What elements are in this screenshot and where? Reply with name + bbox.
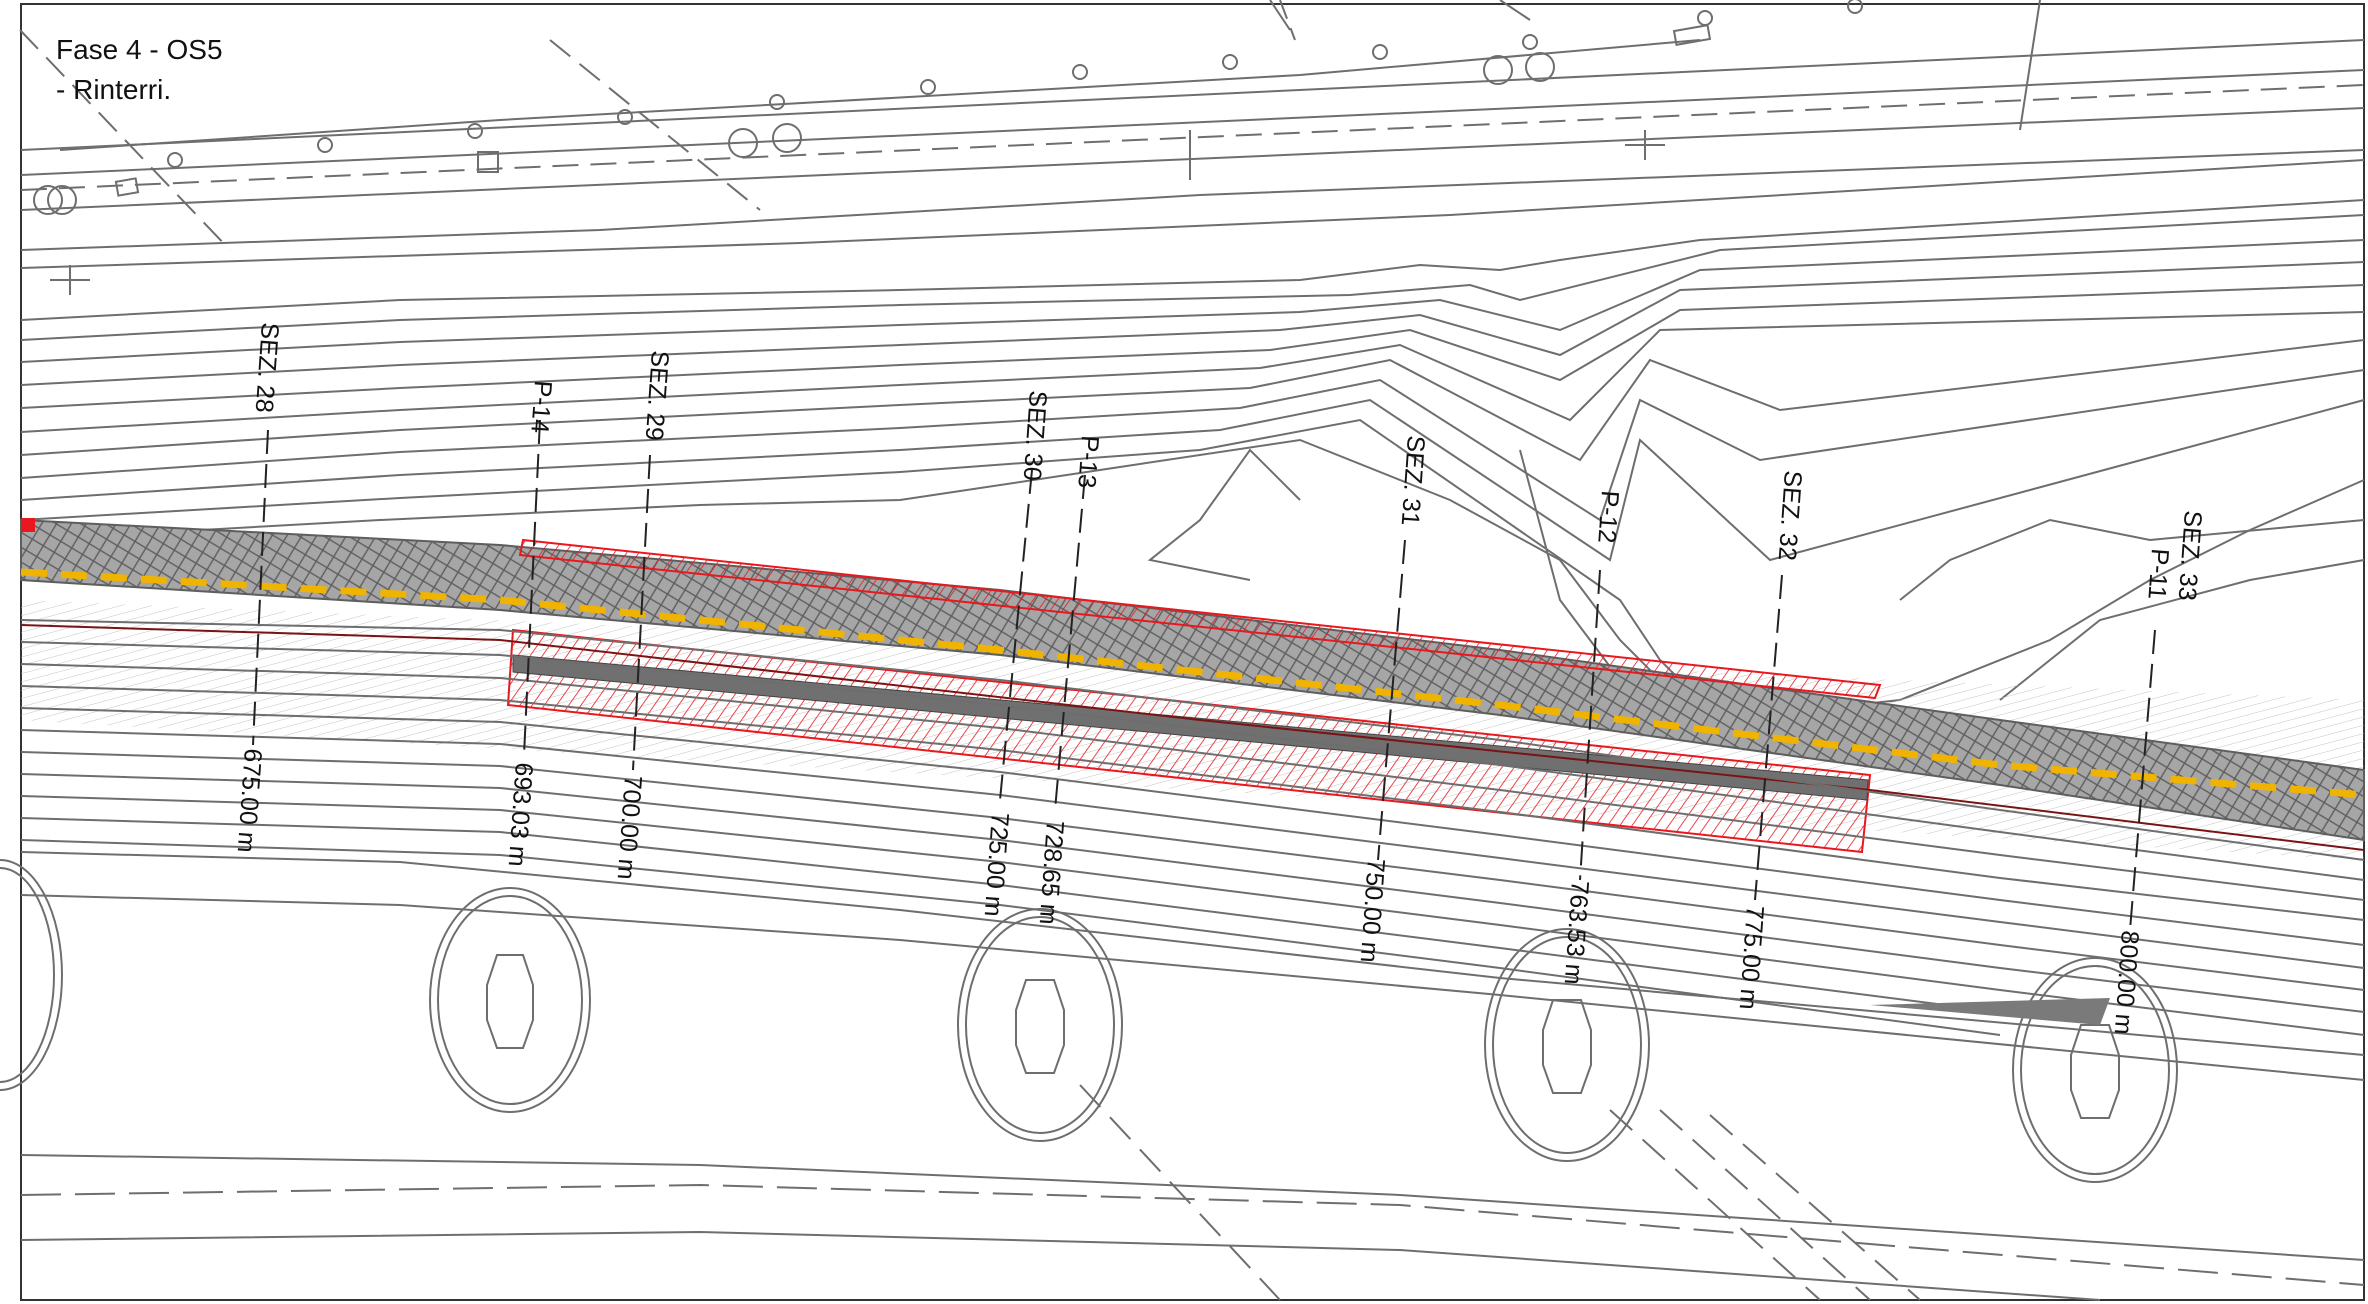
chainage-700-label: 700.00 m <box>612 775 647 881</box>
sez-29-label: SEZ. 29 <box>640 350 674 442</box>
chainage-775-label: 775.00 m <box>1734 905 1769 1011</box>
section-line-728 <box>1054 474 1086 811</box>
section-line-693 <box>523 419 541 756</box>
pier-1 <box>429 887 591 1113</box>
chainage-675-label: 675.00 m <box>232 748 267 854</box>
corridor-start-marker <box>21 518 35 532</box>
phase-title: Fase 4 - OS5 <box>56 34 223 65</box>
sez-31-label: SEZ. 31 <box>1396 435 1430 527</box>
chainage-800-label: 800.00 m <box>2109 930 2144 1036</box>
contour-lines-upper <box>20 199 2365 722</box>
chainage-763-label: 763.53 m <box>1559 880 1594 986</box>
section-line-700 <box>632 454 651 771</box>
p-11-label: P-11 <box>2142 548 2173 601</box>
section-labels: SEZ. 28 675.00 m P-14 693.03 m SEZ. 29 7… <box>232 322 2207 1036</box>
chainage-750-label: 750.00 m <box>1355 858 1390 964</box>
sez-28-label: SEZ. 28 <box>250 322 284 414</box>
phase-title-block: Fase 4 - OS5 - Rinterri. <box>56 30 223 110</box>
p-14-label: P-14 <box>525 380 557 435</box>
section-line-750 <box>1377 539 1406 861</box>
phase-subtitle: - Rinterri. <box>56 74 172 105</box>
sez-33-label: SEZ. 33 <box>2173 510 2207 602</box>
pier-4 <box>2012 957 2178 1183</box>
chainage-693-label: 693.03 m <box>503 762 538 868</box>
section-line-675 <box>252 429 269 746</box>
upper-road-linework <box>19 0 2365 269</box>
section-lines <box>252 419 2156 931</box>
pier-2 <box>957 908 1123 1142</box>
p-12-label: P-12 <box>1592 490 1624 545</box>
section-line-800 <box>2129 629 2156 931</box>
section-line-725 <box>999 469 1033 801</box>
pier-left-edge <box>0 859 63 1091</box>
section-line-763 <box>1579 569 1601 881</box>
pier-3 <box>1484 928 1650 1162</box>
contour-lines-lower <box>20 619 2365 1081</box>
centerline <box>20 568 2365 799</box>
bridge-piers <box>0 859 2178 1183</box>
sez-30-label: SEZ. 30 <box>1018 390 1052 482</box>
gray-wedge <box>1870 998 2110 1025</box>
sez-32-label: SEZ. 32 <box>1773 470 1807 562</box>
chainage-725-label: 725.00 m <box>979 812 1014 918</box>
p-13-label: P-13 <box>1072 435 1104 490</box>
chainage-728-label: 728.65 m <box>1034 820 1069 926</box>
dark-axis-line <box>20 624 2365 851</box>
lower-road-linework <box>20 1084 2365 1301</box>
utility-poles <box>33 0 1863 295</box>
section-line-775 <box>1754 574 1783 901</box>
